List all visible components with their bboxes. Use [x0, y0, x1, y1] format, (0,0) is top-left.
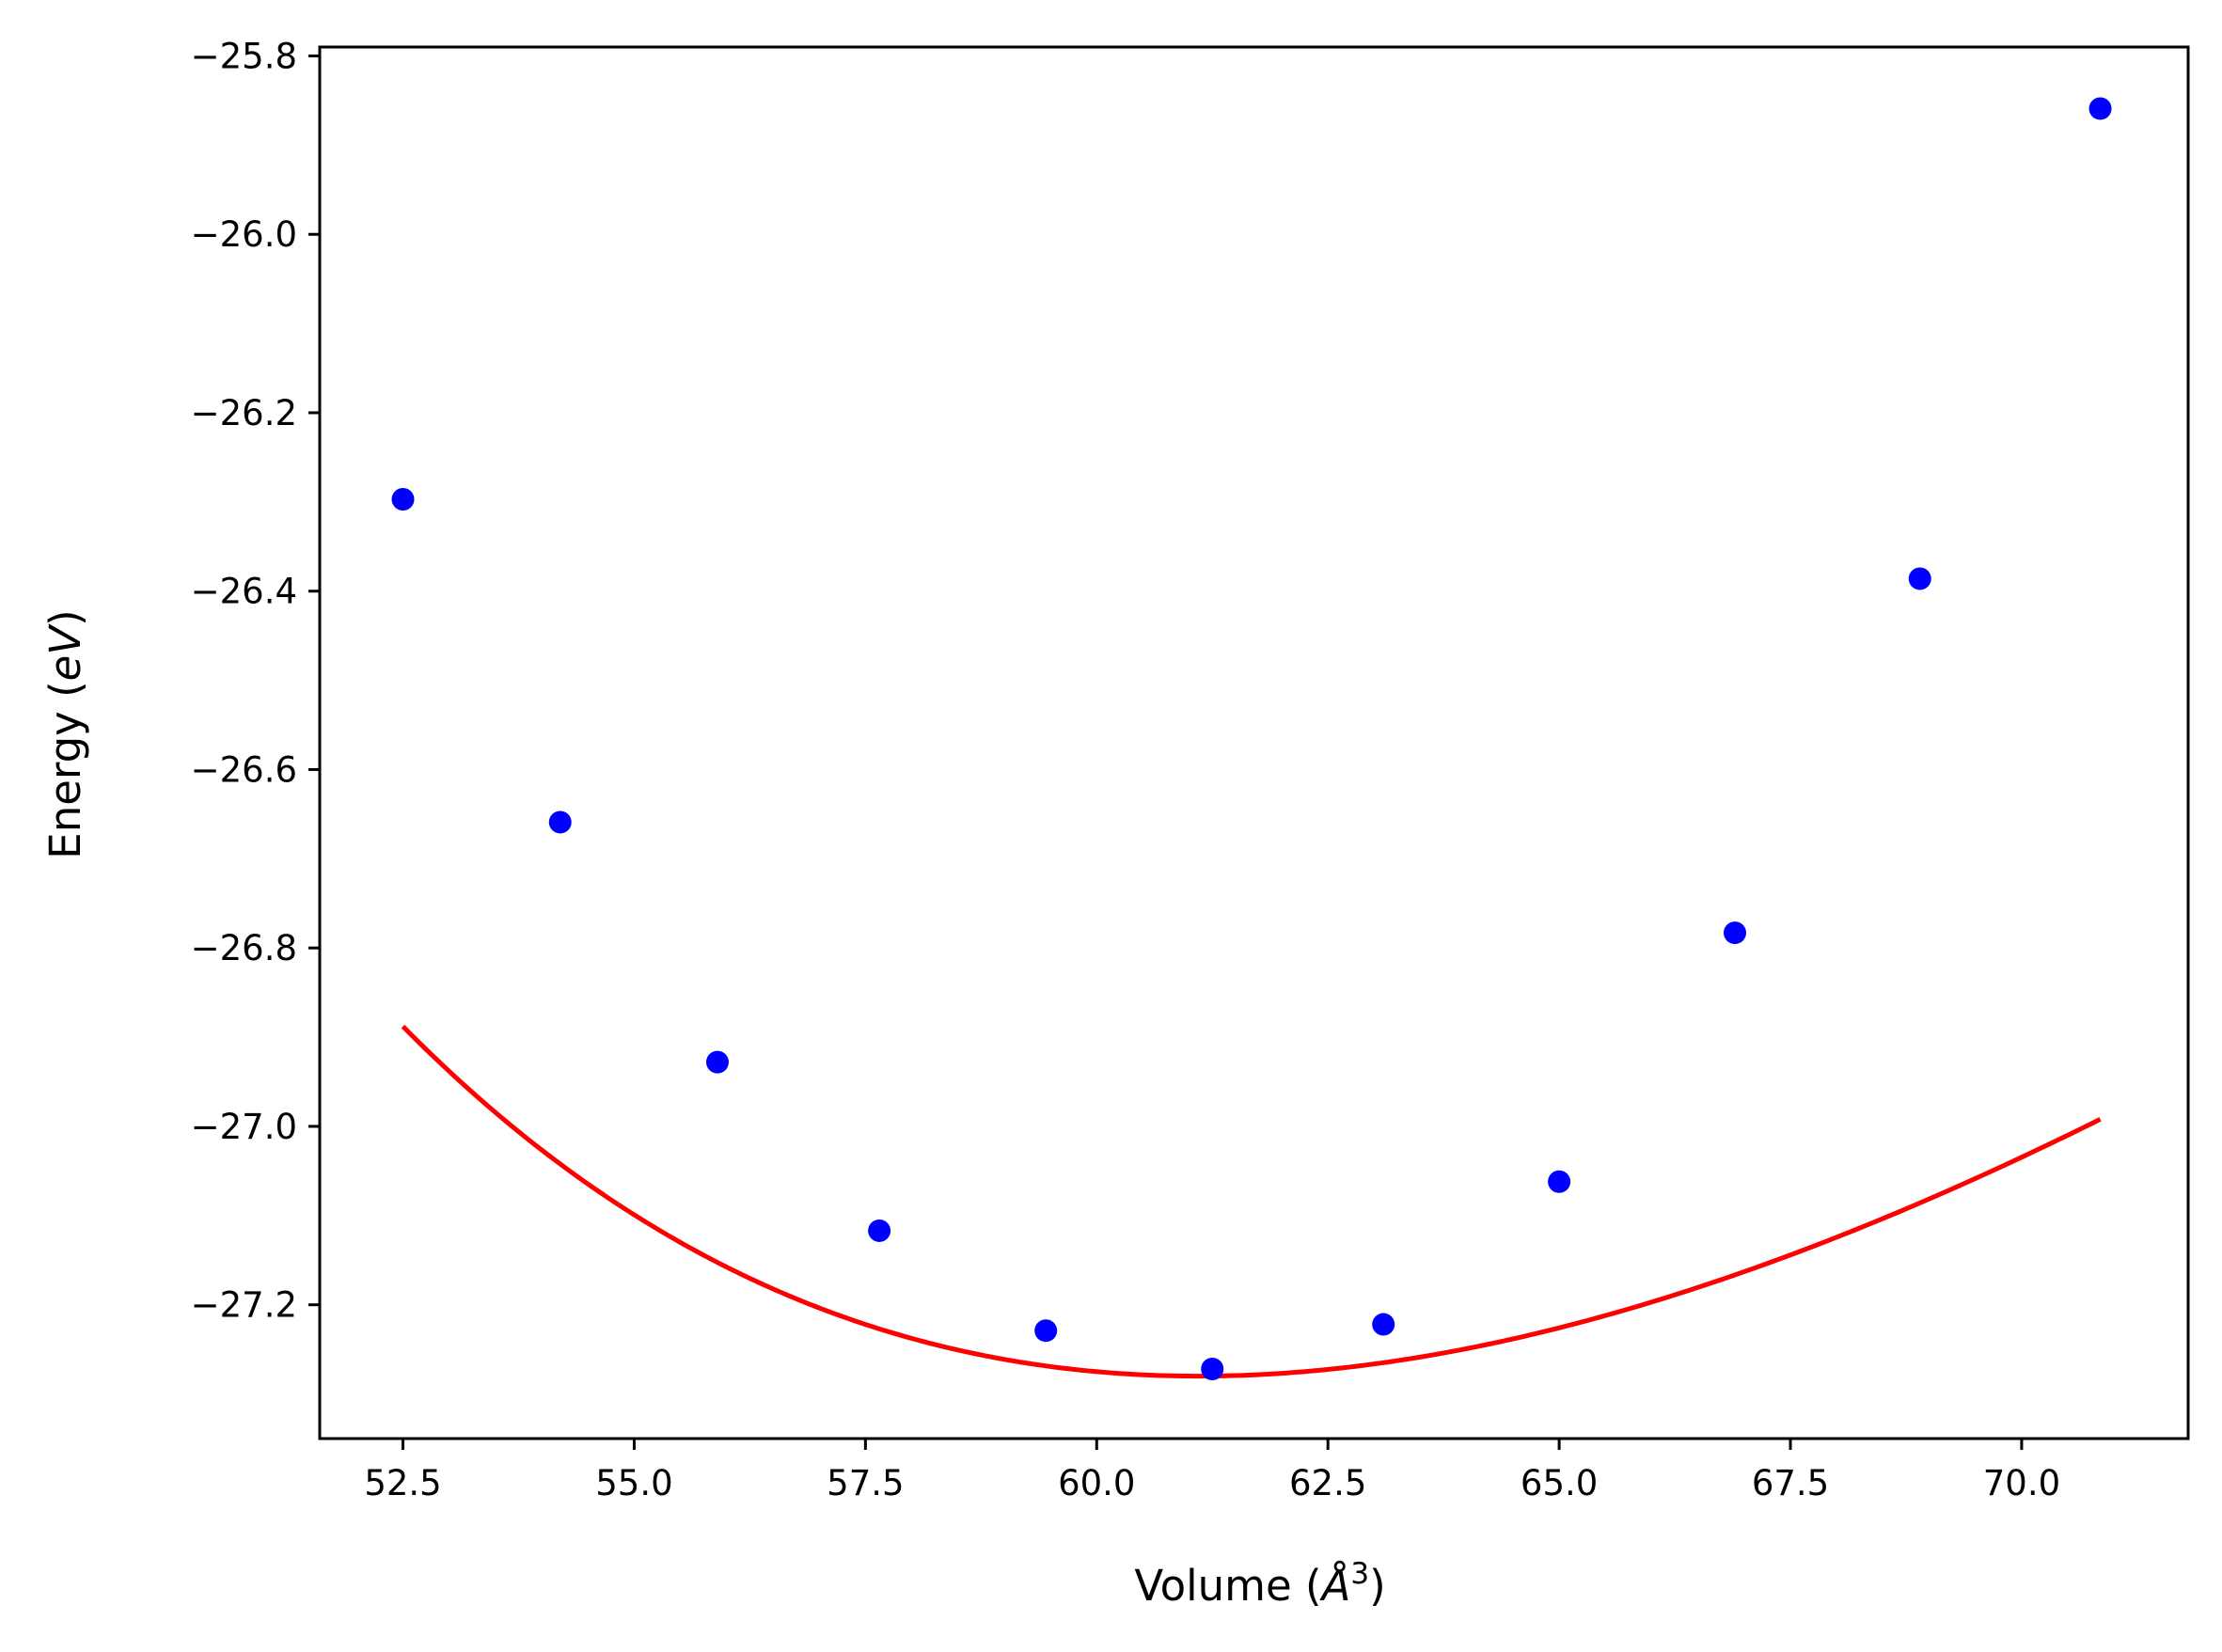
data-point — [391, 488, 415, 511]
data-point — [1201, 1358, 1224, 1380]
x-tick-label: 62.5 — [1289, 1463, 1366, 1503]
y-tick-label: −26.4 — [191, 572, 297, 612]
x-tick-label: 52.5 — [364, 1463, 441, 1503]
plot-frame — [318, 45, 2190, 1440]
x-tick-label: 70.0 — [1983, 1463, 2060, 1503]
data-point — [1908, 567, 1931, 590]
data-point — [1548, 1170, 1571, 1193]
data-point — [1724, 921, 1746, 945]
x-tick-label: 60.0 — [1058, 1463, 1135, 1503]
fit-curve — [401, 1024, 2102, 1379]
data-point — [548, 810, 572, 834]
x-tick-label: 65.0 — [1521, 1463, 1598, 1503]
x-axis-label: Volume (Å3) — [1134, 1557, 1385, 1611]
y-axis-label: Energy (eV) — [40, 609, 90, 858]
plot-area — [391, 97, 2112, 1380]
data-point — [1034, 1319, 1058, 1343]
data-point — [868, 1219, 891, 1242]
y-tick-label: −26.6 — [191, 749, 297, 790]
data-point — [1372, 1313, 1395, 1336]
y-tick-label: −26.8 — [191, 928, 297, 968]
y-tick-label: −26.0 — [191, 214, 297, 255]
axes: 52.5 55.0 57.5 60.0 62.5 65.0 67.5 70.0 −27.2 −27… — [191, 36, 2190, 1503]
data-point — [705, 1050, 729, 1074]
y-tick-label: −26.2 — [191, 393, 297, 433]
data-point — [2088, 97, 2112, 120]
x-tick-label: 57.5 — [827, 1463, 904, 1503]
y-tick-label: −27.0 — [191, 1107, 297, 1147]
x-tick-label: 55.0 — [595, 1463, 672, 1503]
y-tick-label: −25.8 — [191, 36, 297, 76]
x-tick-label: 67.5 — [1752, 1463, 1829, 1503]
y-tick-label: −27.2 — [191, 1285, 297, 1326]
